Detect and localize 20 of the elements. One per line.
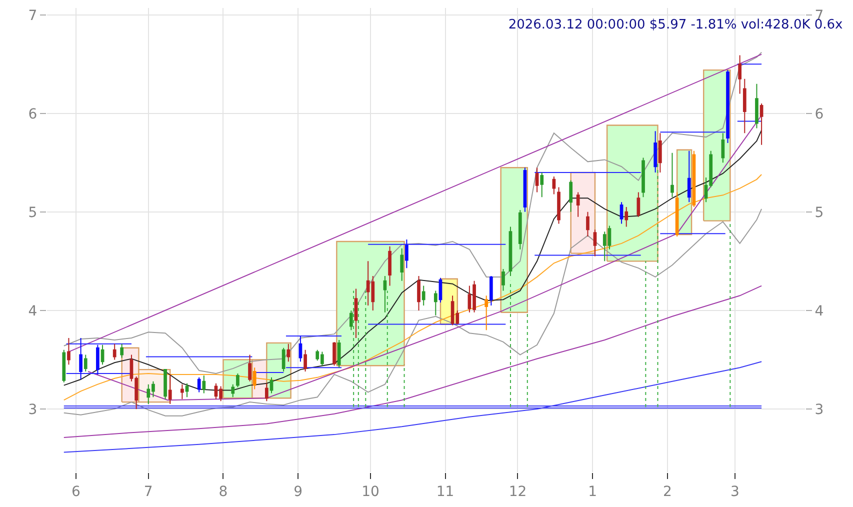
- y-tick-label: 6: [28, 106, 38, 122]
- y2-tick-label: 4: [814, 303, 824, 320]
- x-tick-label: 7: [144, 484, 153, 500]
- x-tick-label: 2: [662, 484, 672, 500]
- text: 2026.03.12 00:00:00 $5.97 -1.81% vol:428.0K 0.6x: [508, 17, 844, 32]
- y-tick-label: 7: [28, 8, 38, 24]
- x-tick-label: 10: [362, 484, 380, 500]
- y2-tick-label: 5: [814, 204, 824, 221]
- x-tick-label: 8: [218, 484, 228, 500]
- x-tick-label: 9: [294, 484, 303, 500]
- y-tick-label: 3: [28, 402, 38, 418]
- x-tick-label: 3: [730, 484, 740, 500]
- y2-tick-label: 3: [814, 402, 824, 418]
- y-tick-label: 5: [28, 204, 38, 221]
- x-tick-label: 11: [436, 484, 454, 500]
- x-tick-label: 1: [588, 484, 598, 500]
- x-tick-label: 6: [72, 484, 81, 500]
- x-tick-label: 12: [508, 484, 527, 500]
- y-tick-label: 4: [28, 303, 38, 320]
- y2-tick-label: 6: [814, 106, 824, 122]
